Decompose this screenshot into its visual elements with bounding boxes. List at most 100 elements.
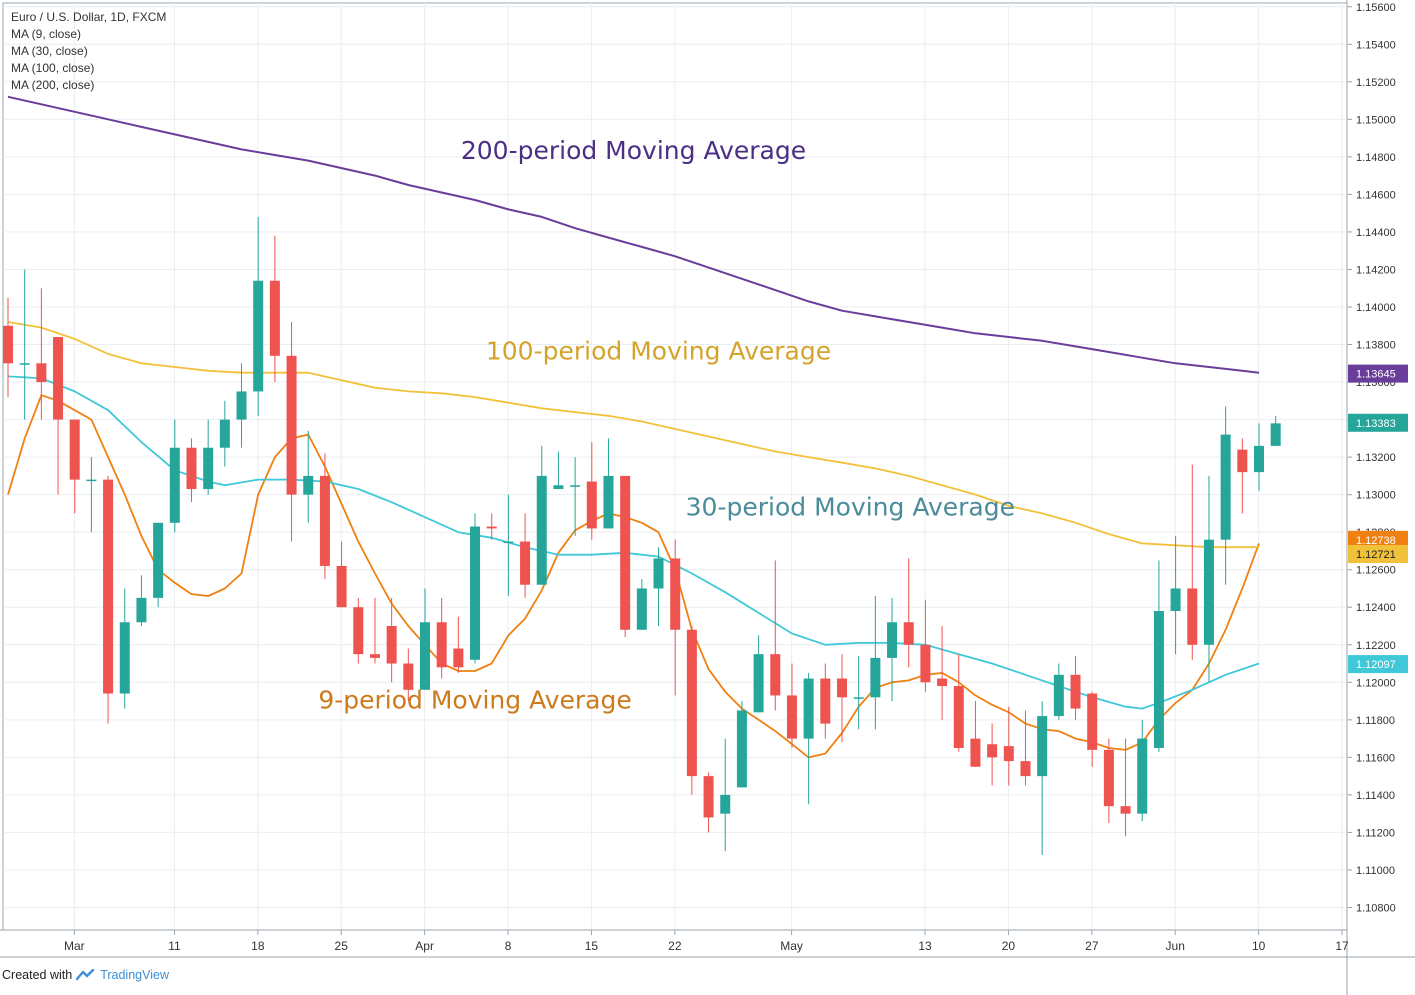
candle[interactable] bbox=[1170, 535, 1181, 655]
candle[interactable] bbox=[403, 648, 414, 702]
candle[interactable] bbox=[1270, 415, 1281, 446]
candle-body bbox=[386, 626, 397, 664]
candle[interactable] bbox=[1103, 738, 1114, 824]
candle[interactable] bbox=[636, 579, 647, 630]
candle[interactable] bbox=[670, 539, 681, 696]
ma-line-30[interactable] bbox=[7, 375, 1260, 710]
candle[interactable] bbox=[703, 772, 714, 833]
candle[interactable] bbox=[937, 626, 948, 720]
candle[interactable] bbox=[336, 541, 347, 608]
candle[interactable] bbox=[753, 635, 764, 713]
candle[interactable] bbox=[453, 616, 464, 673]
candle[interactable] bbox=[520, 513, 531, 598]
candle-body bbox=[470, 526, 481, 660]
candle[interactable] bbox=[820, 663, 831, 739]
candle[interactable] bbox=[887, 597, 898, 702]
candle[interactable] bbox=[1203, 475, 1214, 683]
footer-brand[interactable]: TradingView bbox=[100, 968, 169, 982]
candle-body bbox=[436, 622, 447, 668]
candle[interactable] bbox=[236, 363, 247, 448]
ma-line-100[interactable] bbox=[7, 321, 1259, 549]
candle[interactable] bbox=[686, 626, 697, 795]
candle[interactable] bbox=[1003, 706, 1014, 786]
candle[interactable] bbox=[1087, 691, 1098, 767]
candle[interactable] bbox=[1037, 701, 1048, 855]
candle[interactable] bbox=[420, 588, 430, 690]
candle[interactable] bbox=[970, 701, 981, 767]
candle[interactable] bbox=[987, 723, 998, 786]
price-tag-ma200 bbox=[1348, 364, 1408, 383]
candle[interactable] bbox=[153, 522, 164, 608]
candle[interactable] bbox=[603, 438, 614, 529]
candle[interactable] bbox=[570, 457, 581, 536]
candle-body bbox=[19, 363, 30, 365]
candle[interactable] bbox=[903, 558, 914, 668]
ma-line-200[interactable] bbox=[7, 95, 1260, 374]
candle-body bbox=[336, 565, 347, 608]
candle[interactable] bbox=[186, 438, 197, 503]
candle[interactable] bbox=[1137, 719, 1148, 822]
candle[interactable] bbox=[837, 654, 847, 743]
candle[interactable] bbox=[486, 513, 497, 540]
candle[interactable] bbox=[286, 322, 297, 542]
candle[interactable] bbox=[803, 672, 814, 805]
candle[interactable] bbox=[1120, 738, 1131, 837]
candle[interactable] bbox=[620, 475, 631, 638]
candle-body bbox=[1070, 674, 1081, 709]
candle[interactable] bbox=[69, 419, 80, 514]
candle[interactable] bbox=[253, 216, 264, 416]
candle[interactable] bbox=[953, 654, 964, 752]
candle[interactable] bbox=[853, 656, 864, 730]
candle[interactable] bbox=[770, 560, 781, 711]
candle[interactable] bbox=[1053, 663, 1064, 720]
candle[interactable] bbox=[1254, 423, 1264, 491]
candle[interactable] bbox=[36, 288, 47, 420]
candle[interactable] bbox=[136, 575, 147, 627]
candle[interactable] bbox=[503, 494, 514, 596]
legend-ma9: MA (9, close) bbox=[11, 27, 82, 41]
candle[interactable] bbox=[870, 595, 881, 730]
footer-credit[interactable]: Created with TradingView bbox=[2, 968, 169, 982]
candle-body bbox=[1153, 610, 1164, 748]
candle[interactable] bbox=[1237, 438, 1248, 514]
candle[interactable] bbox=[1153, 560, 1164, 752]
candle-body bbox=[570, 485, 581, 487]
y-tick-label: 1.15600 bbox=[1356, 2, 1396, 14]
candle-body bbox=[1270, 423, 1281, 446]
candle[interactable] bbox=[720, 738, 731, 852]
candle[interactable] bbox=[203, 419, 214, 495]
candle[interactable] bbox=[1187, 464, 1198, 660]
candle[interactable] bbox=[3, 297, 13, 398]
candle[interactable] bbox=[219, 400, 230, 467]
candle[interactable] bbox=[470, 513, 481, 664]
candle[interactable] bbox=[119, 588, 130, 709]
candle[interactable] bbox=[1220, 406, 1231, 585]
candle-body bbox=[1254, 445, 1264, 473]
ma-line-9[interactable] bbox=[7, 394, 1260, 759]
candle[interactable] bbox=[586, 442, 597, 540]
candle[interactable] bbox=[386, 597, 397, 683]
candle[interactable] bbox=[19, 269, 30, 420]
candle-body bbox=[937, 678, 948, 687]
candle[interactable] bbox=[553, 451, 564, 490]
candle[interactable] bbox=[303, 430, 314, 523]
candle[interactable] bbox=[920, 599, 931, 692]
candle[interactable] bbox=[53, 337, 64, 495]
candle[interactable] bbox=[536, 445, 547, 585]
candle[interactable] bbox=[353, 597, 364, 664]
candle[interactable] bbox=[1070, 656, 1081, 720]
candle[interactable] bbox=[736, 701, 747, 788]
candle[interactable] bbox=[369, 597, 380, 664]
candle[interactable] bbox=[786, 663, 797, 748]
candle[interactable] bbox=[86, 457, 97, 533]
candle[interactable] bbox=[103, 475, 114, 724]
candle[interactable] bbox=[1020, 710, 1031, 786]
candle-body bbox=[987, 744, 998, 758]
candle[interactable] bbox=[169, 419, 180, 533]
candle[interactable] bbox=[319, 453, 330, 580]
candle[interactable] bbox=[436, 597, 447, 679]
candle[interactable] bbox=[269, 235, 280, 383]
candle[interactable] bbox=[653, 547, 664, 627]
candle-body bbox=[1220, 434, 1231, 540]
